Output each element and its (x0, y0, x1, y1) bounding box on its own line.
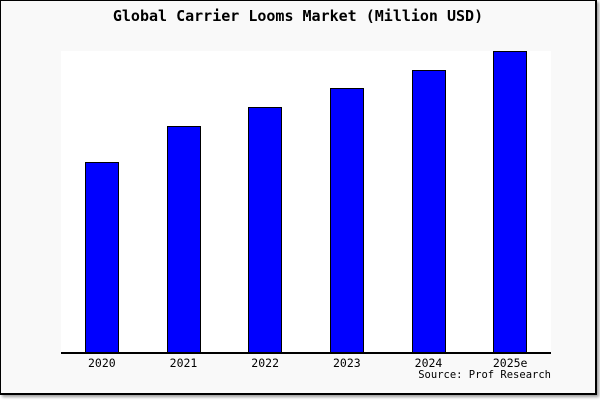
bar-2025e (493, 51, 528, 352)
x-tick-label-2021: 2021 (169, 356, 198, 370)
x-tick-label-2025e: 2025e (492, 356, 528, 370)
plot-area (61, 51, 551, 354)
x-tick-label-2022: 2022 (251, 356, 280, 370)
x-tick-label-2023: 2023 (332, 356, 361, 370)
source-credit: Source: Prof Research (418, 369, 551, 381)
x-tick-label-2024: 2024 (414, 356, 443, 370)
x-tick-label-2020: 2020 (87, 356, 116, 370)
chart-title: Global Carrier Looms Market (Million USD… (112, 7, 484, 25)
bar-2024 (411, 69, 446, 352)
bar-2020 (84, 162, 119, 352)
bar-2022 (248, 107, 283, 352)
bar-2021 (166, 125, 201, 352)
bar-2023 (329, 88, 364, 352)
